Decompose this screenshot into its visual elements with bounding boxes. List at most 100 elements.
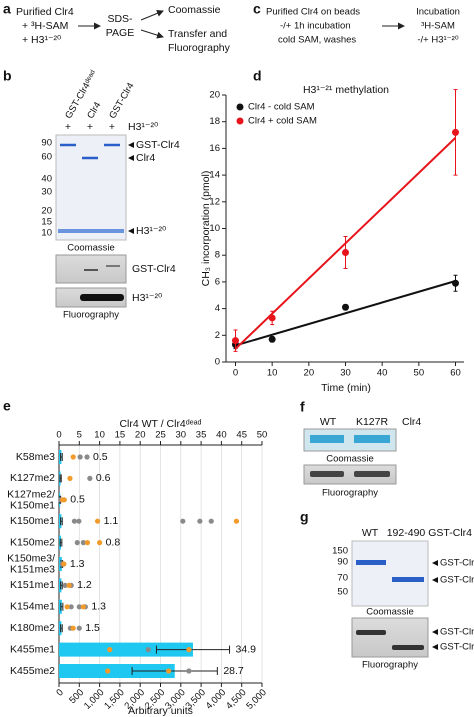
- marker: 90: [41, 138, 52, 149]
- output: Fluorography: [168, 42, 231, 54]
- detection: Fluorography: [322, 488, 378, 499]
- ratio-label: 0.5: [93, 451, 108, 463]
- output: Incubation: [416, 7, 460, 18]
- ratio-label: 28.7: [223, 665, 244, 677]
- error-bar: [59, 538, 63, 547]
- replicate-point: [70, 454, 76, 460]
- x-tick-label: 0: [54, 687, 66, 699]
- top-tick-label: 0: [56, 430, 61, 441]
- top-tick-label: 35: [196, 430, 207, 441]
- panel-f: f WT K127R Clr4 Coomassie Fluorography: [300, 399, 421, 499]
- arrowhead: [128, 142, 134, 234]
- marker: 60: [41, 152, 52, 163]
- marker: 20: [41, 206, 52, 217]
- band: [356, 630, 386, 635]
- marker: 90: [337, 557, 348, 568]
- panel-b: b GST-Clr4ᵈᵉᵃᵈ Clr4 GST-Clr4 + + + H3¹⁻²…: [3, 68, 180, 321]
- ratio-label: 0.6: [96, 472, 111, 484]
- replicate-point: [66, 582, 72, 589]
- category-label: K150me3/K151me3: [7, 552, 55, 575]
- addition: +: [65, 121, 71, 133]
- y-tick-label: 8: [215, 250, 220, 261]
- bar: [59, 664, 175, 678]
- legend-marker: [236, 117, 244, 125]
- arrow: [140, 29, 164, 39]
- error-bar: [60, 581, 63, 590]
- replicate-point: [107, 647, 113, 653]
- ratio-label: 1.3: [70, 558, 85, 570]
- y-tick-label: 6: [215, 276, 220, 287]
- marker: 10: [41, 228, 52, 239]
- data-point: [452, 279, 459, 287]
- top-tick-label: 10: [94, 430, 105, 441]
- band: [392, 577, 424, 582]
- replicate-point: [233, 518, 240, 524]
- fit-line: [235, 280, 456, 347]
- gel: [351, 540, 429, 607]
- top-axis-title: Clr4 WT / Clr4ᵈᵉᵃᵈ: [119, 418, 201, 430]
- replicate-point: [94, 518, 101, 524]
- chart-title: H3¹⁻²¹ methylation: [303, 84, 389, 96]
- error-bar: [60, 624, 63, 633]
- step: SDS-: [107, 13, 133, 25]
- replicate-point: [77, 454, 83, 460]
- marker: 70: [337, 573, 348, 584]
- blot: [303, 464, 397, 485]
- band-label: GST-Clr4 WT: [440, 627, 474, 638]
- replicate-point: [68, 604, 74, 610]
- band-label: GST-Clr4 WT: [440, 558, 474, 569]
- replicate-point: [208, 518, 214, 524]
- data-point: [268, 335, 276, 343]
- top-tick-label: 25: [155, 430, 166, 441]
- x-tick-label: 0: [233, 368, 238, 379]
- lane-label: WT: [320, 416, 337, 428]
- addition: +: [87, 121, 93, 133]
- y-tick-label: 12: [209, 196, 220, 207]
- protein: Clr4: [402, 416, 421, 428]
- band-label: GST-Clr4: [136, 139, 180, 151]
- panel-label: b: [3, 68, 12, 84]
- top-tick-label: 45: [236, 430, 247, 441]
- band-label: GST-Clr4¹⁹²⁻⁴⁹⁰: [440, 642, 474, 653]
- panel-c: c Purified Clr4 on beads -/+ 1h incubati…: [253, 1, 460, 46]
- ratio-label: 34.9: [236, 643, 257, 655]
- replicate-point: [67, 475, 73, 481]
- y-tick-label: 20: [209, 90, 220, 101]
- ratio-label: 0.5: [70, 494, 85, 506]
- bar: [59, 642, 193, 657]
- replicate-point: [180, 518, 186, 524]
- lane-label: WT: [362, 527, 379, 539]
- legend-entry: Clr4 + cold SAM: [248, 116, 317, 127]
- x-tick-label: 50: [414, 368, 425, 379]
- protein: GST-Clr4: [428, 527, 472, 539]
- replicate-point: [80, 604, 86, 610]
- band: [80, 294, 124, 301]
- replicate-point: [70, 625, 76, 631]
- x-tick-label: 10: [267, 368, 278, 379]
- replicate-point: [80, 540, 86, 546]
- ratio-label: 1.3: [91, 601, 106, 613]
- replicate-point: [84, 540, 91, 546]
- replicate-point: [76, 625, 82, 631]
- replicate-point: [62, 582, 68, 589]
- replicate-point: [74, 540, 80, 546]
- panel-label: c: [253, 1, 261, 17]
- error-bar: [155, 645, 231, 654]
- panel-label: a: [3, 1, 11, 17]
- input: Purified Clr4: [16, 6, 74, 18]
- input: cold SAM, washes: [278, 35, 356, 46]
- band: [354, 471, 390, 477]
- legend-marker: [236, 103, 244, 111]
- x-tick-label: 4,000: [204, 687, 229, 712]
- blot-label: GST-Clr4: [132, 263, 176, 275]
- y-axis-label: CH₃ incorporation (pmol): [200, 171, 212, 287]
- y-tick-label: 18: [209, 116, 220, 127]
- y-tick-label: 16: [209, 143, 220, 154]
- x-tick-label: 60: [450, 368, 461, 379]
- error-bar: [59, 474, 62, 483]
- panel-a: a Purified Clr4 + ³H-SAM + H3¹⁻²⁰ SDS- P…: [3, 1, 231, 54]
- arrowhead: [432, 560, 438, 650]
- category-label: K150me1: [10, 515, 55, 527]
- gel: [303, 428, 397, 452]
- detection: Fluorography: [362, 660, 418, 671]
